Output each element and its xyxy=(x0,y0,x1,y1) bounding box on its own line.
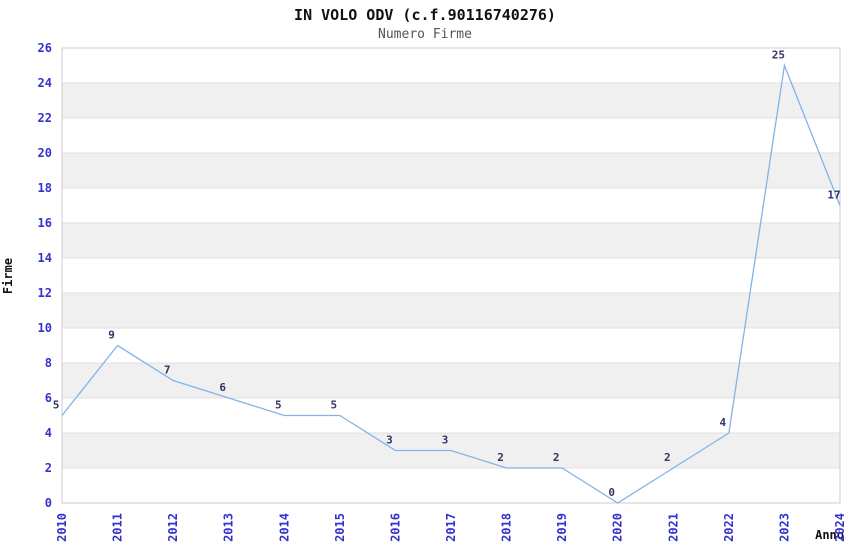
x-tick-label: 2010 xyxy=(55,513,69,542)
point-label: 2 xyxy=(664,451,671,464)
y-tick-label: 10 xyxy=(38,321,52,335)
plot-bands xyxy=(62,83,840,468)
point-label: 2 xyxy=(497,451,504,464)
x-tick-label: 2011 xyxy=(111,513,125,542)
y-tick-label: 8 xyxy=(45,356,52,370)
x-tick-label: 2016 xyxy=(388,513,402,542)
plot-band xyxy=(62,293,840,328)
x-tick-label: 2015 xyxy=(333,513,347,542)
x-tick-label: 2014 xyxy=(277,513,291,542)
y-tick-label: 22 xyxy=(38,111,52,125)
x-tick-label: 2022 xyxy=(722,513,736,542)
x-tick-label: 2024 xyxy=(833,513,847,542)
point-label: 3 xyxy=(442,434,449,447)
point-labels: 5 9 7 6 5 5 3 3 2 2 0 2 4 25 17 xyxy=(53,49,841,500)
x-tick-label: 2012 xyxy=(166,513,180,542)
x-tick-label: 2018 xyxy=(500,513,514,542)
grid-lines xyxy=(62,82,840,469)
y-tick-label: 26 xyxy=(38,41,52,55)
point-label: 25 xyxy=(772,49,785,62)
x-tick-labels: 2010 2011 2012 2013 2014 2015 2016 2017 2018 2019… xyxy=(55,513,847,542)
y-tick-label: 2 xyxy=(45,461,52,475)
chart-title: IN VOLO ODV (c.f.90116740276) xyxy=(294,6,556,24)
plot-band xyxy=(62,83,840,118)
x-tick-label: 2020 xyxy=(611,513,625,542)
point-label: 6 xyxy=(219,381,226,394)
point-label: 17 xyxy=(827,189,840,202)
chart-subtitle: Numero Firme xyxy=(378,27,472,42)
series-line xyxy=(61,63,841,504)
y-tick-label: 6 xyxy=(45,391,52,405)
y-tick-label: 16 xyxy=(38,216,52,230)
point-label: 0 xyxy=(608,486,615,499)
x-axis-label: Anno xyxy=(815,528,844,542)
plot-band xyxy=(62,363,840,398)
x-tick-label: 2017 xyxy=(444,513,458,542)
y-tick-label: 4 xyxy=(45,426,52,440)
plot-band xyxy=(62,153,840,188)
x-tick-label: 2021 xyxy=(666,513,680,542)
point-label: 7 xyxy=(164,364,171,377)
point-label: 5 xyxy=(53,399,60,412)
y-tick-label: 18 xyxy=(38,181,52,195)
x-tick-label: 2019 xyxy=(555,513,569,542)
plot-border xyxy=(61,47,841,504)
point-label: 2 xyxy=(553,451,560,464)
plot-band xyxy=(62,223,840,258)
y-tick-label: 14 xyxy=(38,251,52,265)
y-tick-label: 0 xyxy=(45,496,52,510)
point-label: 4 xyxy=(720,416,727,429)
y-tick-label: 24 xyxy=(38,76,52,90)
point-label: 5 xyxy=(331,399,338,412)
x-tick-label: 2013 xyxy=(222,513,236,542)
point-label: 3 xyxy=(386,434,393,447)
point-label: 5 xyxy=(275,399,282,412)
x-tick-label: 2023 xyxy=(777,513,791,542)
point-label: 9 xyxy=(108,329,115,342)
y-tick-label: 20 xyxy=(38,146,52,160)
y-tick-label: 12 xyxy=(38,286,52,300)
